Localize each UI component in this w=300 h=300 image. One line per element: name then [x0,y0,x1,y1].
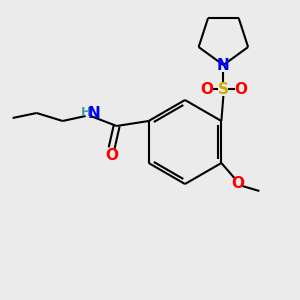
Text: S: S [218,82,229,97]
Text: O: O [200,82,213,97]
Text: N: N [217,58,230,73]
Text: O: O [234,82,247,97]
Text: N: N [87,106,100,121]
Text: O: O [105,148,118,164]
Text: H: H [80,106,91,119]
Text: O: O [231,176,244,190]
